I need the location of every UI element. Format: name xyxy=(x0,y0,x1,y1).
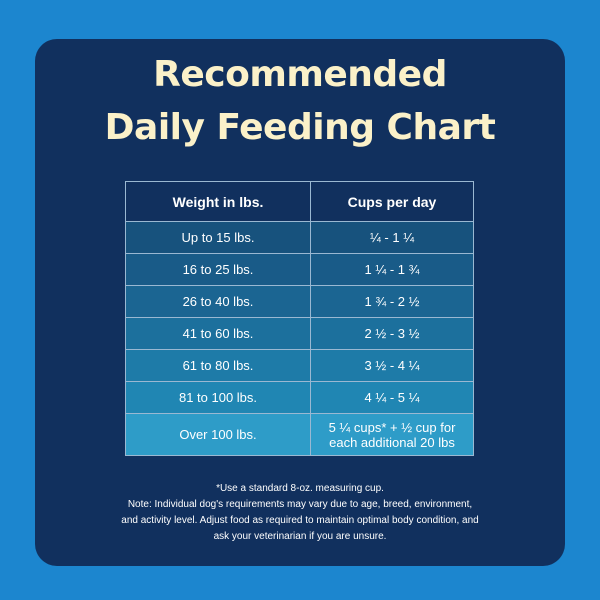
table-row: Over 100 lbs. 5 ¼ cups* + ½ cup for each… xyxy=(125,413,474,456)
weight-cell: 26 to 40 lbs. xyxy=(125,285,311,318)
feeding-table: Weight in lbs. Cups per day Up to 15 lbs… xyxy=(125,181,474,456)
table-row: 41 to 60 lbs. 2 ½ - 3 ½ xyxy=(125,317,474,350)
weight-cell: 16 to 25 lbs. xyxy=(125,253,311,286)
weight-cell: 41 to 60 lbs. xyxy=(125,317,311,350)
table-header-row: Weight in lbs. Cups per day xyxy=(125,181,474,222)
page-title-line-1: Recommended xyxy=(153,54,447,95)
table-row: 26 to 40 lbs. 1 ¾ - 2 ½ xyxy=(125,285,474,318)
cups-cell: 1 ¾ - 2 ½ xyxy=(310,285,474,318)
footnote: *Use a standard 8-oz. measuring cup. xyxy=(216,483,384,494)
feeding-chart-card: Recommended Daily Feeding Chart Weight i… xyxy=(35,39,565,566)
cups-cell: 3 ½ - 4 ¼ xyxy=(310,349,474,382)
disclaimer-line: and activity level. Adjust food as requi… xyxy=(121,515,479,526)
header-cups: Cups per day xyxy=(310,181,474,222)
page-title-line-2: Daily Feeding Chart xyxy=(104,107,496,148)
cups-cell: 1 ¼ - 1 ¾ xyxy=(310,253,474,286)
weight-cell: Over 100 lbs. xyxy=(125,413,311,456)
disclaimer-line: ask your veterinarian if you are unsure. xyxy=(213,531,387,542)
weight-cell: 81 to 100 lbs. xyxy=(125,381,311,414)
cups-cell: 5 ¼ cups* + ½ cup for each additional 20… xyxy=(310,413,474,456)
cups-cell: 2 ½ - 3 ½ xyxy=(310,317,474,350)
disclaimer-line: Note: Individual dog's requirements may … xyxy=(127,499,473,510)
cups-cell: 4 ¼ - 5 ¼ xyxy=(310,381,474,414)
table-row: 61 to 80 lbs. 3 ½ - 4 ¼ xyxy=(125,349,474,382)
cups-cell: ¼ - 1 ¼ xyxy=(310,221,474,254)
table-row: 16 to 25 lbs. 1 ¼ - 1 ¾ xyxy=(125,253,474,286)
weight-cell: 61 to 80 lbs. xyxy=(125,349,311,382)
header-weight: Weight in lbs. xyxy=(125,181,311,222)
notes-block: *Use a standard 8-oz. measuring cup. Not… xyxy=(100,481,500,545)
weight-cell: Up to 15 lbs. xyxy=(125,221,311,254)
table-row: 81 to 100 lbs. 4 ¼ - 5 ¼ xyxy=(125,381,474,414)
table-row: Up to 15 lbs. ¼ - 1 ¼ xyxy=(125,221,474,254)
